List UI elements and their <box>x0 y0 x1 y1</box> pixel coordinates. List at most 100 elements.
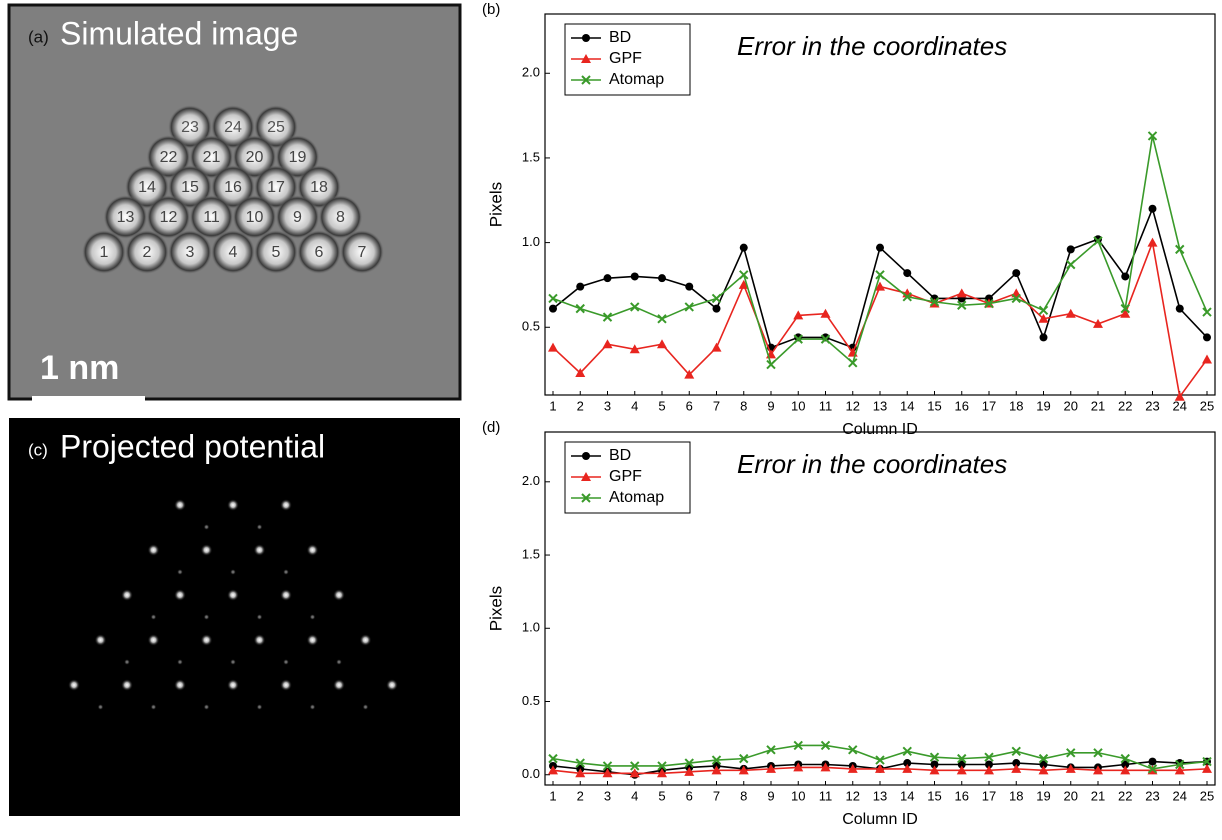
x-tick-label: 8 <box>740 398 747 413</box>
marker <box>1147 131 1158 141</box>
x-tick-label: 9 <box>767 788 774 803</box>
x-tick-label: 16 <box>955 398 969 413</box>
atom-label: 8 <box>336 209 345 226</box>
marker <box>684 766 695 776</box>
x-tick-label: 6 <box>686 398 693 413</box>
marker <box>1093 748 1103 758</box>
atom-label: 13 <box>117 209 135 226</box>
x-tick-label: 21 <box>1091 788 1105 803</box>
marker <box>1038 765 1049 775</box>
y-tick-label: 1.0 <box>522 620 540 635</box>
x-tick-label: 20 <box>1064 788 1078 803</box>
marker <box>1039 333 1048 342</box>
panel-label: (b) <box>482 1 500 18</box>
marker <box>1012 269 1021 278</box>
marker <box>548 753 558 764</box>
marker <box>820 334 831 344</box>
potential-dot <box>280 499 292 511</box>
marker <box>984 298 994 309</box>
marker <box>930 760 939 769</box>
atom <box>318 195 363 239</box>
legend-marker <box>581 472 591 481</box>
atom-label: 3 <box>186 244 195 261</box>
marker <box>820 762 831 772</box>
marker <box>1202 763 1212 773</box>
marker <box>1147 237 1158 247</box>
marker <box>1120 753 1130 764</box>
potential-dot <box>283 659 289 665</box>
marker <box>1121 760 1130 769</box>
x-tick-label: 17 <box>982 788 996 803</box>
marker <box>1011 746 1021 757</box>
x-axis-label: Column ID <box>842 811 918 828</box>
legend-label: Atomap <box>609 489 664 506</box>
marker <box>684 758 694 768</box>
atom <box>232 195 277 239</box>
marker <box>956 765 967 775</box>
marker <box>1174 765 1185 775</box>
atom <box>189 195 234 239</box>
x-tick-label: 6 <box>686 788 693 803</box>
potential-dot <box>253 544 266 556</box>
marker <box>630 302 640 312</box>
atom-label: 12 <box>160 209 178 226</box>
marker <box>739 753 749 764</box>
atom-label: 19 <box>289 149 307 166</box>
marker <box>549 304 557 313</box>
image-title: Simulated image <box>60 15 298 51</box>
x-tick-label: 19 <box>1036 788 1050 803</box>
marker <box>603 274 612 283</box>
marker <box>1121 272 1130 281</box>
x-tick-label: 15 <box>927 398 941 413</box>
x-tick-label: 24 <box>1173 398 1187 413</box>
potential-dot <box>333 679 345 691</box>
y-axis-label: Pixels <box>486 182 505 227</box>
marker <box>1012 759 1021 768</box>
marker <box>793 334 803 344</box>
marker <box>1120 303 1130 314</box>
marker <box>602 768 613 778</box>
legend-label: GPF <box>609 50 642 67</box>
atom <box>297 230 341 274</box>
potential-dot <box>280 679 292 691</box>
marker <box>957 300 967 310</box>
x-tick-label: 17 <box>982 398 996 413</box>
marker <box>820 308 831 318</box>
potential-dot <box>68 679 80 691</box>
x-tick-label: 22 <box>1118 788 1132 803</box>
marker <box>657 768 667 778</box>
potential-dot <box>147 544 160 556</box>
marker <box>548 293 558 304</box>
atom <box>168 230 212 274</box>
potential-dot <box>359 634 372 646</box>
potential-dot <box>283 569 289 575</box>
atom <box>275 195 320 239</box>
potential-dot <box>174 679 186 691</box>
marker <box>1202 307 1212 317</box>
potential-dot <box>124 659 130 665</box>
marker <box>1175 244 1185 255</box>
marker <box>602 761 613 771</box>
atom-label: 4 <box>229 244 238 261</box>
marker <box>766 359 776 370</box>
marker <box>1203 333 1211 342</box>
x-tick-label: 13 <box>873 788 887 803</box>
marker <box>738 765 749 775</box>
marker <box>630 272 639 281</box>
atom-label: 20 <box>246 149 264 166</box>
x-tick-label: 18 <box>1009 788 1023 803</box>
atom-label: 18 <box>310 179 328 196</box>
marker <box>875 270 885 280</box>
marker <box>1038 305 1049 316</box>
atom-label: 6 <box>315 244 324 261</box>
marker <box>1147 764 1158 774</box>
marker <box>956 288 967 298</box>
x-tick-label: 2 <box>577 398 584 413</box>
marker <box>630 761 640 771</box>
marker <box>984 752 994 762</box>
potential-dot <box>177 659 183 665</box>
marker <box>1093 236 1103 246</box>
potential-dot <box>386 679 398 691</box>
